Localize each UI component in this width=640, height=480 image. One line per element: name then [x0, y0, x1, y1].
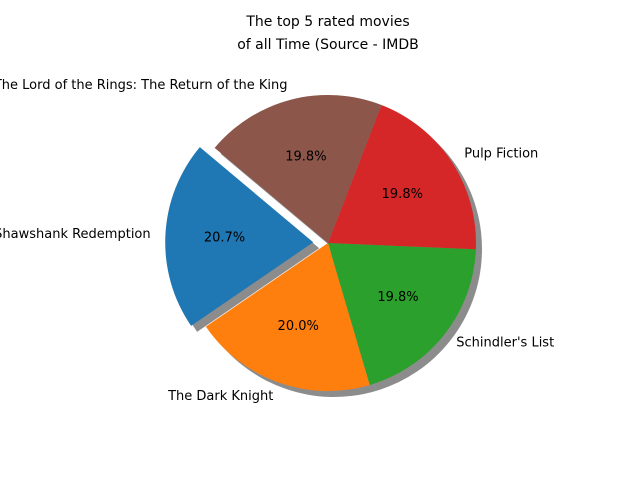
slice-label-schindler-s-list: Schindler's List [456, 336, 554, 351]
slice-label-the-lord-of-the-rings-the-return-of-the-king: The Lord of the Rings: The Return of the… [0, 78, 288, 93]
slice-percent-schindler-s-list: 19.8% [377, 290, 418, 305]
slice-percent-pulp-fiction: 19.8% [382, 187, 423, 202]
pie-slice-schindler-s-list [328, 243, 476, 385]
slice-percent-the-shawshank-redemption: 20.7% [204, 230, 245, 245]
pie-slices [165, 95, 476, 391]
slice-percent-the-dark-knight: 20.0% [278, 319, 319, 334]
pie-slice-pulp-fiction [328, 105, 476, 250]
chart-title-line-1: The top 5 rated movies [245, 14, 409, 30]
slice-labels: The Shawshank Redemption 20.7% The Dark Kn… [0, 78, 554, 404]
slice-label-the-shawshank-redemption: The Shawshank Redemption [0, 227, 151, 242]
slice-label-pulp-fiction: Pulp Fiction [464, 146, 538, 161]
pie-slice-the-shawshank-redemption [165, 147, 314, 326]
chart-title-line-2: of all Time (Source - IMDB [237, 37, 419, 53]
pie-slice-the-lord-of-the-rings-the-return-of-the-king [214, 95, 382, 244]
slice-percent-the-lord-of-the-rings-the-return-of-the-king: 19.8% [285, 149, 326, 164]
slice-label-the-dark-knight: The Dark Knight [167, 389, 273, 404]
pie-slice-the-dark-knight [205, 243, 370, 391]
